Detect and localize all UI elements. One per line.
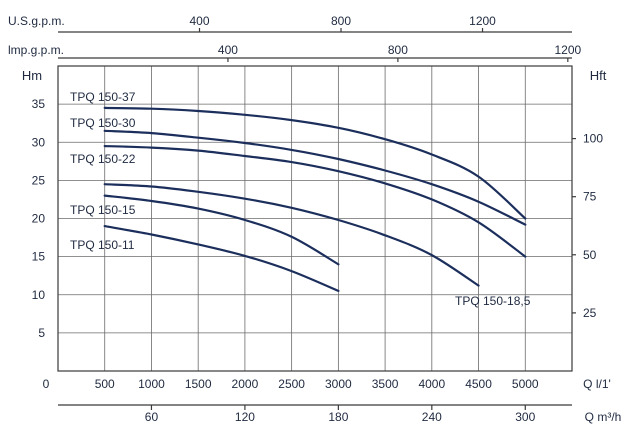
top-tick-label-usgpm: 800 — [331, 14, 351, 28]
x-axis-label-lpm: Q l/1' — [583, 377, 611, 391]
x-tick-label-lpm: 4000 — [418, 377, 445, 391]
x2-tick-label-m3h: 240 — [422, 410, 442, 424]
x-tick-label-lpm: 4500 — [465, 377, 492, 391]
top-axis-label-impgpm: lmp.g.p.m. — [8, 43, 64, 57]
y-axis-label-m: Hm — [22, 68, 42, 83]
x-tick-label-lpm: 2500 — [278, 377, 305, 391]
y-tick-label-m: 25 — [32, 173, 46, 187]
x-tick-label-lpm: 3500 — [372, 377, 399, 391]
curve-tpq-150-18-5 — [103, 183, 480, 287]
x2-tick-label-m3h: 300 — [515, 410, 535, 424]
top-tick-label-impgpm: 400 — [218, 43, 238, 57]
curve-tpq-150-15 — [103, 194, 340, 266]
y2-tick-label-ft: 50 — [583, 248, 597, 262]
y-tick-label-m: 10 — [32, 288, 46, 302]
curves-layer — [103, 106, 527, 292]
x-tick-label-lpm: 500 — [95, 377, 115, 391]
x-tick-label-lpm: 3000 — [325, 377, 352, 391]
x-tick-label-lpm: 5000 — [512, 377, 539, 391]
x2-tick-label-m3h: 180 — [328, 410, 348, 424]
x-tick-label-lpm: 2000 — [232, 377, 259, 391]
top-tick-label-impgpm: 1200 — [554, 43, 581, 57]
y-tick-label-m: 15 — [32, 250, 46, 264]
top-tick-label-usgpm: 1200 — [469, 14, 496, 28]
legend-label-tpq-150-11: TPQ 150-11 — [70, 238, 135, 252]
x2-axis-label-m3h: Q m³/h — [585, 410, 622, 424]
top-axis-label-usgpm: U.S.g.p.m. — [8, 14, 65, 28]
y-tick-label-m: 5 — [38, 326, 45, 340]
y-tick-label-m: 35 — [32, 97, 46, 111]
x2-tick-label-m3h: 60 — [145, 410, 159, 424]
y2-axis-label-ft: Hft — [590, 68, 607, 83]
legend-label-tpq-150-18-5: TPQ 150-18,5 — [455, 294, 531, 308]
curve-tpq-150-11 — [103, 225, 340, 292]
grid-layer — [57, 28, 576, 410]
y2-tick-label-ft: 100 — [583, 132, 603, 146]
x-tick-label-lpm: 0 — [43, 377, 50, 391]
legend-label-tpq-150-15: TPQ 150-15 — [70, 203, 136, 217]
y-tick-label-m: 20 — [32, 212, 46, 226]
x-tick-label-lpm: 1000 — [138, 377, 165, 391]
y-tick-label-m: 30 — [32, 135, 46, 149]
legend-label-tpq-150-30: TPQ 150-30 — [70, 116, 136, 130]
plot-frame — [57, 65, 573, 372]
y2-tick-label-ft: 75 — [583, 190, 597, 204]
y2-tick-label-ft: 25 — [583, 306, 597, 320]
labels-layer: 0 500 1000 1500 2000 2500 3000 3500 4000 4500 5000… — [8, 14, 621, 424]
x-tick-label-lpm: 1500 — [185, 377, 212, 391]
curve-tpq-150-30 — [103, 129, 527, 226]
curve-tpq-150-22 — [103, 145, 527, 258]
x2-tick-label-m3h: 120 — [235, 410, 255, 424]
curve-tpq-150-37 — [103, 106, 527, 220]
top-tick-label-usgpm: 400 — [189, 14, 209, 28]
legend-label-tpq-150-22: TPQ 150-22 — [70, 152, 136, 166]
top-tick-label-impgpm: 800 — [388, 43, 408, 57]
legend-label-tpq-150-37: TPQ 150-37 — [70, 90, 136, 104]
